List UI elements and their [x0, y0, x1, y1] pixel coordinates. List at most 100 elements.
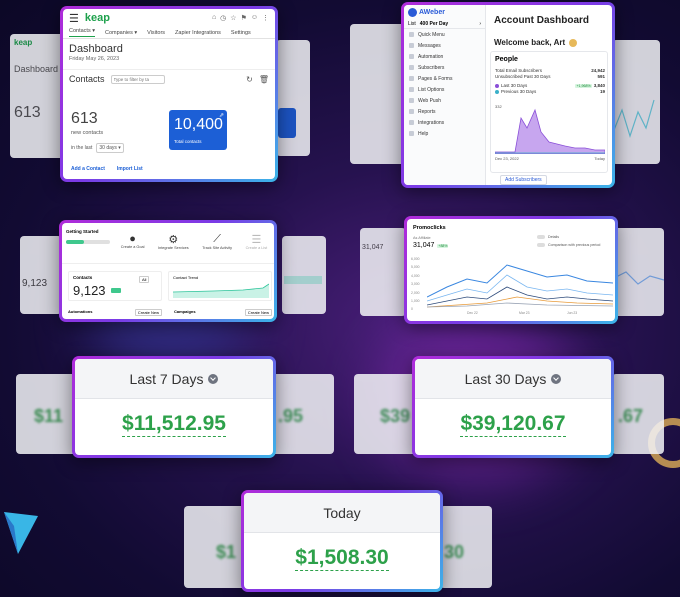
list-icon: ☰ — [251, 234, 262, 246]
ghost-today-left: $1 — [184, 506, 246, 588]
ghost-today-right: 30 — [440, 506, 492, 588]
avatar — [569, 38, 578, 47]
import-list-link[interactable]: Import List — [116, 166, 143, 172]
total-contacts-tile[interactable]: 10,400 Total contacts ⇗ — [169, 110, 227, 150]
step-integrate[interactable]: ⚙ Integrate Services — [158, 234, 189, 250]
menu-pages-forms[interactable]: Pages & Forms — [404, 73, 485, 84]
menu-help[interactable]: Help — [404, 128, 485, 139]
tab-zapier[interactable]: Zapier Integrations — [175, 29, 221, 36]
ghost-last30-right: .67 — [612, 374, 664, 454]
campaigns-create-button[interactable]: Create New — [244, 309, 272, 316]
brand-logo-icon — [4, 512, 38, 554]
x-tick: Jun 23 — [567, 311, 578, 315]
ghost-getting-right — [282, 236, 326, 314]
aweber-logo: AWeber — [419, 8, 445, 16]
new-contacts-value: 613 — [71, 110, 98, 127]
chevron-right-icon: › — [479, 20, 481, 27]
promo-value: 31,047 — [413, 242, 435, 249]
chart-x-end: Today — [594, 156, 605, 161]
more-icon[interactable]: ⋮ — [262, 15, 269, 22]
trash-icon[interactable]: 🗑 — [258, 74, 269, 84]
ghost-getting-left: 9,123 — [20, 236, 62, 314]
chart-x-start: Dec 23, 2022 — [495, 156, 519, 161]
chevron-down-icon[interactable] — [551, 373, 562, 384]
menu-integrations[interactable]: Integrations — [404, 117, 485, 128]
range-select[interactable]: All — [139, 276, 150, 283]
stat-value: 3,840 — [593, 83, 605, 88]
hamburger-menu-icon[interactable]: ☰ — [69, 12, 79, 25]
aweber-sidebar: AWeber List 400 Per Day › Quick Menu Mes… — [404, 5, 486, 185]
home-icon[interactable]: ⌂ — [211, 14, 217, 21]
goal-icon: ● — [129, 233, 136, 245]
list-select[interactable]: 400 Per Day — [419, 20, 449, 27]
getting-started-card: Getting Started ● Create a Goal ⚙ Integrat… — [59, 220, 277, 322]
page-title: Dashboard — [69, 43, 123, 55]
x-tick: Dec 22 — [467, 311, 478, 315]
contact-trend-label: Contact Trend — [173, 275, 199, 280]
last-7-days-label: Last 7 Days — [129, 370, 204, 387]
ghost-promo-right — [614, 228, 664, 316]
tab-companies[interactable]: Companies ▾ — [105, 29, 138, 36]
campaigns-label: Campaigns — [174, 309, 196, 314]
contact-trend-chart — [173, 283, 269, 298]
details-toggle[interactable] — [537, 235, 545, 239]
promoclicks-card: Promoclicks As Affiliate 31,047 +88% Det… — [404, 216, 618, 324]
menu-web-push[interactable]: Web Push — [404, 95, 485, 106]
gear-icon: ⚙ — [168, 234, 179, 246]
menu-quick[interactable]: Quick Menu — [404, 29, 485, 40]
stat-label: Last 30 Days — [501, 83, 528, 88]
menu-automation[interactable]: Automation — [404, 51, 485, 62]
automations-label: Automations — [68, 309, 93, 314]
tab-contacts[interactable]: Contacts ▾ — [69, 28, 95, 37]
step-create-goal[interactable]: ● Create a Goal — [120, 233, 145, 249]
comparison-toggle[interactable] — [537, 243, 545, 247]
y-tick: 4,000 — [411, 273, 420, 278]
step-track[interactable]: ⟋ Track Site Activity — [202, 233, 233, 250]
last-7-days-value: $11,512.95 — [122, 412, 226, 437]
keap-nav-tabs: Contacts ▾ Companies ▾ Visitors Zapier I… — [63, 27, 275, 39]
user-icon[interactable]: ☺ — [250, 14, 258, 21]
last-30-days-value: $39,120.67 — [460, 412, 566, 437]
ghost-aweber-left — [350, 24, 406, 164]
ghost-keap-right — [276, 40, 310, 156]
today-label: Today — [323, 504, 361, 521]
y-tick: 2,000 — [411, 290, 420, 295]
tab-settings[interactable]: Settings — [230, 29, 251, 36]
list-label: List — [408, 20, 416, 27]
stat-value: 24,942 — [591, 68, 605, 73]
star-icon[interactable]: ☆ — [230, 15, 237, 22]
ghost-last7-left: $11 — [16, 374, 76, 454]
refresh-icon[interactable]: ↻ — [246, 74, 253, 84]
range-select[interactable]: 30 days ▾ — [96, 143, 124, 153]
y-tick: 6,000 — [411, 257, 420, 261]
keap-logo: keap — [84, 12, 110, 24]
stat-value: 19 — [599, 89, 605, 94]
menu-list-options[interactable]: List Options — [404, 84, 485, 95]
promo-badge: +88% — [437, 243, 449, 248]
menu-reports[interactable]: Reports — [404, 106, 485, 117]
external-link-icon: ⇗ — [218, 113, 224, 119]
tab-visitors[interactable]: Visitors — [147, 29, 166, 36]
filter-input[interactable] — [110, 74, 165, 84]
clock-icon[interactable]: ◷ — [220, 15, 227, 22]
step-create-list[interactable]: ☰ Create a List — [245, 234, 268, 250]
comparison-label: Comparison with previous period — [548, 243, 601, 247]
contacts-label: Contacts — [69, 74, 105, 84]
contacts-label: Contacts — [73, 275, 93, 280]
menu-subscribers[interactable]: Subscribers — [404, 62, 485, 73]
stat-label: Unsubscribed Past 30 Days — [495, 74, 551, 79]
add-subscribers-button[interactable]: Add Subscribers — [500, 175, 547, 185]
contacts-badge — [111, 288, 121, 293]
legend-dot — [495, 83, 499, 88]
ghost-promo-left: 31,047 — [360, 228, 406, 316]
y-tick: 0 — [411, 307, 413, 312]
chevron-down-icon[interactable] — [208, 373, 219, 384]
menu-messages[interactable]: Messages — [404, 40, 485, 51]
ghost-last30-left: $39 — [354, 374, 416, 454]
in-the-last-label: in the last — [71, 145, 93, 151]
flag-icon[interactable]: ⚑ — [240, 15, 247, 22]
add-contact-link[interactable]: Add a Contact — [71, 166, 105, 172]
today-card: Today $1,508.30 — [241, 490, 443, 592]
automations-create-button[interactable]: Create New — [134, 309, 162, 316]
aweber-logo-icon — [408, 7, 417, 17]
